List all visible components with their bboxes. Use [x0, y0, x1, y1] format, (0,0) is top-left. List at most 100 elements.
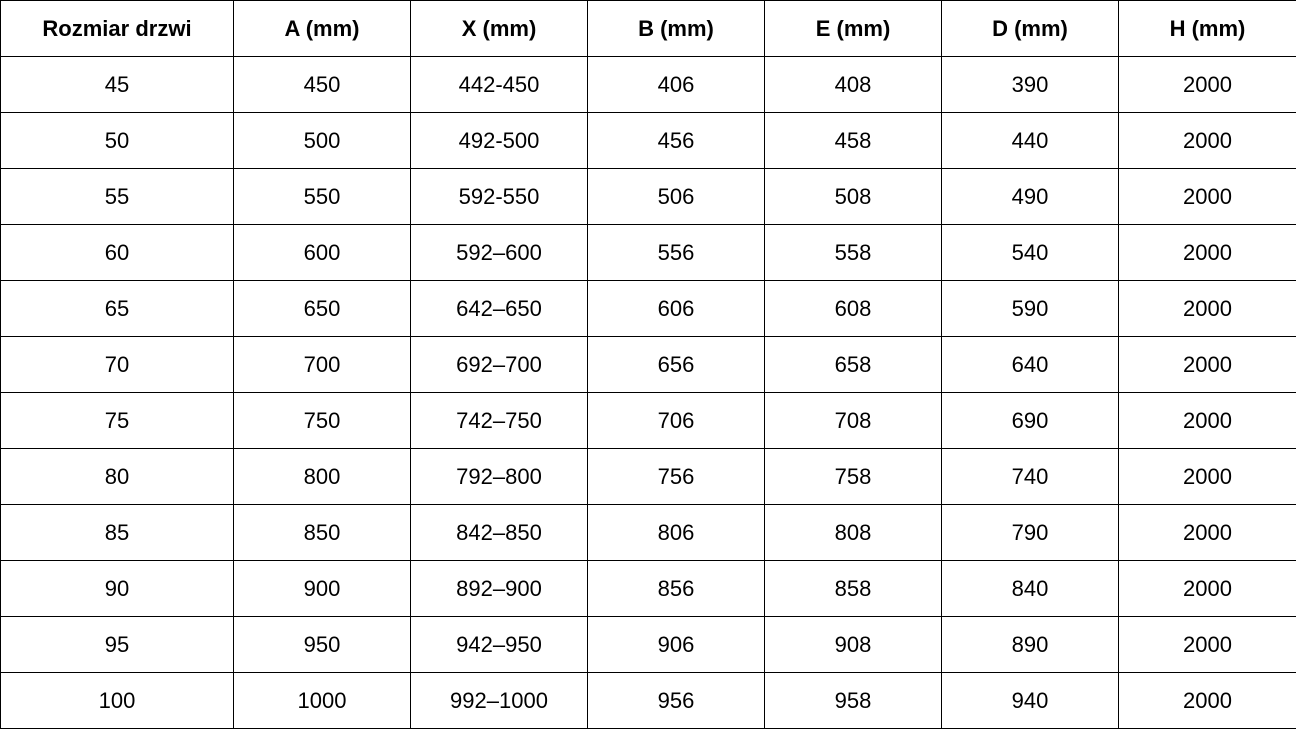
table-cell: 642–650 — [410, 280, 588, 337]
table-cell: 440 — [941, 112, 1119, 169]
table-cell: 2000 — [1118, 112, 1296, 169]
column-header: A (mm) — [233, 0, 411, 57]
table-row: 80 800 792–800 756 758 740 2000 — [0, 448, 1296, 505]
table-cell: 792–800 — [410, 448, 588, 505]
table-cell: 592–600 — [410, 224, 588, 281]
table-cell: 790 — [941, 504, 1119, 561]
table-cell: 490 — [941, 168, 1119, 225]
table-cell: 892–900 — [410, 560, 588, 617]
table-cell: 2000 — [1118, 560, 1296, 617]
table-cell: 900 — [233, 560, 411, 617]
table-cell: 690 — [941, 392, 1119, 449]
table-cell: 906 — [587, 616, 765, 673]
table-cell: 2000 — [1118, 336, 1296, 393]
column-header: Rozmiar drzwi — [0, 0, 234, 57]
table-cell: 442-450 — [410, 56, 588, 113]
table-cell: 558 — [764, 224, 942, 281]
table-cell: 756 — [587, 448, 765, 505]
table-cell: 950 — [233, 616, 411, 673]
table-row: 50 500 492-500 456 458 440 2000 — [0, 112, 1296, 169]
table-cell: 858 — [764, 560, 942, 617]
table-cell: 60 — [0, 224, 234, 281]
table-row: 70 700 692–700 656 658 640 2000 — [0, 336, 1296, 393]
table-cell: 2000 — [1118, 448, 1296, 505]
table-cell: 806 — [587, 504, 765, 561]
table-cell: 556 — [587, 224, 765, 281]
table-cell: 740 — [941, 448, 1119, 505]
table-cell: 600 — [233, 224, 411, 281]
table-cell: 45 — [0, 56, 234, 113]
table-cell: 85 — [0, 504, 234, 561]
table-cell: 540 — [941, 224, 1119, 281]
column-header: B (mm) — [587, 0, 765, 57]
column-header: E (mm) — [764, 0, 942, 57]
table-row: 90 900 892–900 856 858 840 2000 — [0, 560, 1296, 617]
table-cell: 606 — [587, 280, 765, 337]
table-row: 95 950 942–950 906 908 890 2000 — [0, 616, 1296, 673]
table-cell: 656 — [587, 336, 765, 393]
table-cell: 758 — [764, 448, 942, 505]
table-cell: 450 — [233, 56, 411, 113]
table-cell: 390 — [941, 56, 1119, 113]
table-body: 45 450 442-450 406 408 390 2000 50 500 492-500 456… — [0, 56, 1296, 729]
table-cell: 50 — [0, 112, 234, 169]
table-row: 55 550 592-550 506 508 490 2000 — [0, 168, 1296, 225]
table-cell: 958 — [764, 672, 942, 729]
table-cell: 1000 — [233, 672, 411, 729]
table-cell: 842–850 — [410, 504, 588, 561]
column-header: D (mm) — [941, 0, 1119, 57]
table-cell: 90 — [0, 560, 234, 617]
table-cell: 750 — [233, 392, 411, 449]
table-cell: 956 — [587, 672, 765, 729]
table-cell: 65 — [0, 280, 234, 337]
table-cell: 700 — [233, 336, 411, 393]
table-cell: 506 — [587, 168, 765, 225]
table-cell: 992–1000 — [410, 672, 588, 729]
table-header-row: Rozmiar drzwi A (mm) X (mm) B (mm) E (mm) D (… — [0, 0, 1296, 57]
table-cell: 706 — [587, 392, 765, 449]
table-row: 65 650 642–650 606 608 590 2000 — [0, 280, 1296, 337]
table-cell: 650 — [233, 280, 411, 337]
table-cell: 640 — [941, 336, 1119, 393]
table-cell: 492-500 — [410, 112, 588, 169]
column-header: H (mm) — [1118, 0, 1296, 57]
table-cell: 95 — [0, 616, 234, 673]
table-cell: 2000 — [1118, 280, 1296, 337]
table-cell: 2000 — [1118, 672, 1296, 729]
table-cell: 2000 — [1118, 392, 1296, 449]
table-cell: 942–950 — [410, 616, 588, 673]
table-cell: 840 — [941, 560, 1119, 617]
table-row: 85 850 842–850 806 808 790 2000 — [0, 504, 1296, 561]
table-cell: 70 — [0, 336, 234, 393]
table-cell: 500 — [233, 112, 411, 169]
table-row: 100 1000 992–1000 956 958 940 2000 — [0, 672, 1296, 729]
table-cell: 2000 — [1118, 56, 1296, 113]
table-cell: 406 — [587, 56, 765, 113]
table-cell: 590 — [941, 280, 1119, 337]
table-cell: 800 — [233, 448, 411, 505]
table-cell: 2000 — [1118, 168, 1296, 225]
table-cell: 2000 — [1118, 504, 1296, 561]
column-header: X (mm) — [410, 0, 588, 57]
table-row: 60 600 592–600 556 558 540 2000 — [0, 224, 1296, 281]
table-cell: 850 — [233, 504, 411, 561]
table-cell: 458 — [764, 112, 942, 169]
table-cell: 100 — [0, 672, 234, 729]
table-cell: 856 — [587, 560, 765, 617]
table-cell: 508 — [764, 168, 942, 225]
table-cell: 456 — [587, 112, 765, 169]
table-cell: 742–750 — [410, 392, 588, 449]
table-cell: 940 — [941, 672, 1119, 729]
table-row: 75 750 742–750 706 708 690 2000 — [0, 392, 1296, 449]
table-cell: 592-550 — [410, 168, 588, 225]
table-cell: 75 — [0, 392, 234, 449]
table-cell: 708 — [764, 392, 942, 449]
table-cell: 55 — [0, 168, 234, 225]
table-cell: 908 — [764, 616, 942, 673]
table-cell: 808 — [764, 504, 942, 561]
table-cell: 692–700 — [410, 336, 588, 393]
table-row: 45 450 442-450 406 408 390 2000 — [0, 56, 1296, 113]
table-cell: 608 — [764, 280, 942, 337]
table-cell: 80 — [0, 448, 234, 505]
